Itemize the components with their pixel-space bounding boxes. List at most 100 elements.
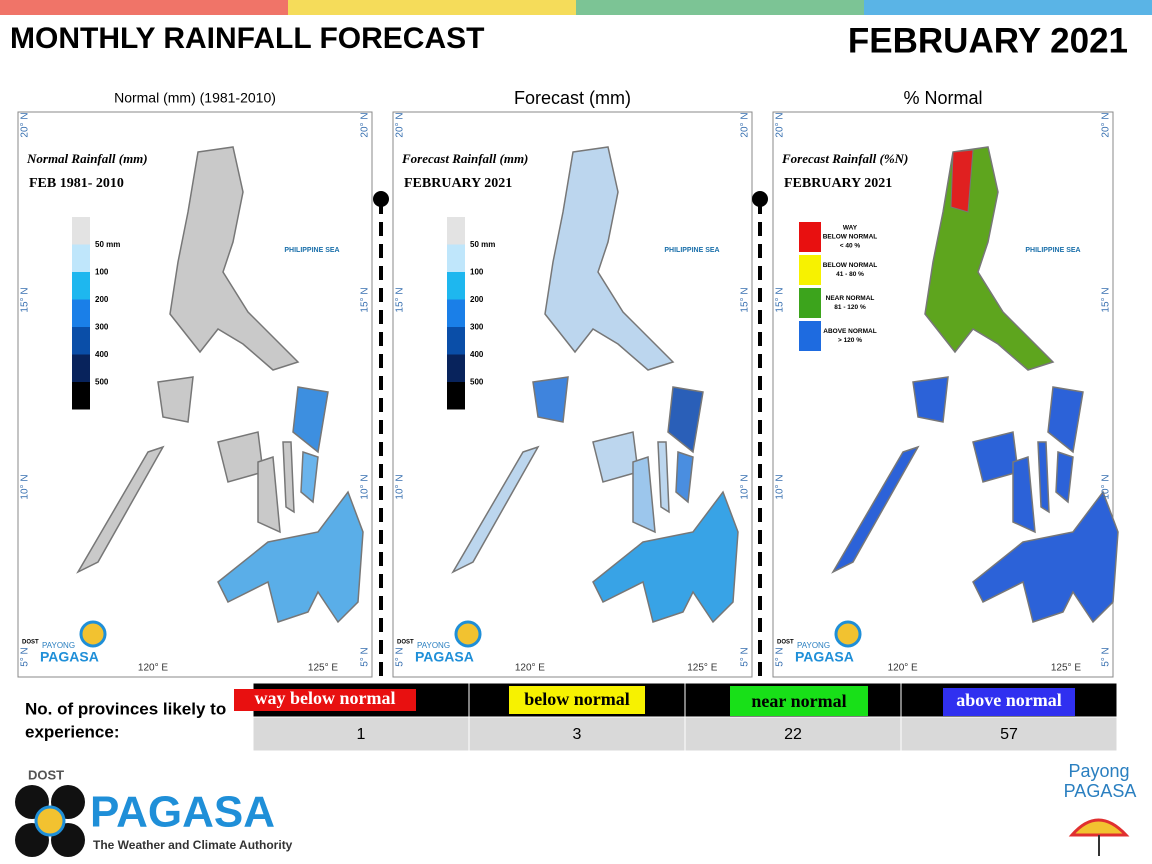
latitude-label: 5° N bbox=[740, 647, 751, 667]
map-panel: Forecast Rainfall (mm) FEBRUARY 2021 PHILI… bbox=[392, 111, 753, 678]
legend-swatch bbox=[799, 255, 821, 285]
longitude-label: 120° E bbox=[888, 663, 918, 674]
longitude-label: 125° E bbox=[1051, 663, 1081, 674]
legend-label: 100 bbox=[95, 268, 109, 277]
table-label: experience: bbox=[25, 722, 120, 741]
island bbox=[544, 146, 675, 371]
legend-label: WAY bbox=[843, 225, 858, 232]
latitude-label: 10° N bbox=[360, 474, 371, 499]
panel-heading: Normal (mm) (1981-2010) bbox=[114, 90, 276, 106]
island bbox=[157, 376, 194, 423]
island bbox=[300, 450, 319, 504]
legend-label: 400 bbox=[470, 350, 484, 359]
count: 57 bbox=[1000, 726, 1018, 743]
legend-swatch bbox=[72, 299, 90, 327]
category-chip bbox=[234, 689, 416, 711]
latitude-label: 5° N bbox=[775, 647, 786, 667]
island bbox=[632, 455, 656, 534]
color-strip bbox=[288, 0, 576, 15]
latitude-label: 5° N bbox=[360, 647, 371, 667]
legend-label: 300 bbox=[470, 323, 484, 332]
footer-pagasa: PAGASA bbox=[90, 788, 275, 837]
count-cell bbox=[468, 716, 686, 752]
legend-swatch bbox=[799, 288, 821, 318]
island bbox=[257, 455, 281, 534]
latitude-label: 15° N bbox=[360, 287, 371, 312]
legend-swatch bbox=[72, 217, 90, 245]
logo-payong: PAYONG bbox=[417, 641, 450, 650]
island bbox=[675, 450, 694, 504]
legend-label: 100 bbox=[470, 268, 484, 277]
legend-label: BELOW NORMAL bbox=[823, 234, 878, 241]
longitude-label: 125° E bbox=[308, 663, 338, 674]
legend-swatch bbox=[72, 382, 90, 410]
count-cell bbox=[684, 716, 902, 752]
footer-tagline: The Weather and Climate Authority bbox=[93, 838, 293, 852]
latitude-label: 10° N bbox=[740, 474, 751, 499]
latitude-label: 20° N bbox=[395, 112, 406, 137]
island bbox=[1055, 450, 1074, 504]
map-title: Forecast Rainfall (%N) bbox=[781, 151, 908, 166]
latitude-label: 5° N bbox=[395, 647, 406, 667]
count: 22 bbox=[784, 726, 802, 743]
island bbox=[217, 490, 364, 624]
umbrella bbox=[79, 620, 107, 648]
latitude-label: 20° N bbox=[1101, 112, 1112, 137]
legend-label: 200 bbox=[470, 295, 484, 304]
latitude-label: 10° N bbox=[775, 474, 786, 499]
footer-dost: DOST bbox=[28, 767, 64, 782]
map-panel: Normal Rainfall (mm) FEB 1981- 2010 PHILIP… bbox=[17, 111, 373, 678]
latitude-label: 10° N bbox=[395, 474, 406, 499]
map-subtitle: FEBRUARY 2021 bbox=[784, 176, 892, 191]
count: 1 bbox=[357, 726, 366, 743]
legend-label: 81 - 120 % bbox=[834, 304, 866, 311]
footer-payong-pagasa: PAGASA bbox=[1064, 781, 1137, 801]
longitude-label: 125° E bbox=[687, 663, 717, 674]
legend-label: 400 bbox=[95, 350, 109, 359]
legend-label: 200 bbox=[95, 295, 109, 304]
sea-label: PHILIPPINE SEA bbox=[1025, 247, 1080, 254]
count: 3 bbox=[573, 726, 582, 743]
logo-payong: PAYONG bbox=[797, 641, 830, 650]
logo-pagasa: PAGASA bbox=[415, 649, 474, 665]
latitude-label: 15° N bbox=[775, 287, 786, 312]
legend-swatch bbox=[799, 222, 821, 252]
table-label: No. of provinces likely to bbox=[25, 699, 226, 718]
island bbox=[282, 441, 295, 514]
legend-swatch bbox=[447, 327, 465, 355]
sea-label: PHILIPPINE SEA bbox=[284, 247, 339, 254]
latitude-label: 5° N bbox=[1101, 647, 1112, 667]
logo-pagasa: PAGASA bbox=[40, 649, 99, 665]
logo-dost: DOST bbox=[22, 640, 39, 646]
panel-heading: % Normal bbox=[903, 88, 982, 108]
map-panel: Forecast Rainfall (%N) FEBRUARY 2021 PHILI… bbox=[772, 111, 1119, 678]
logo-center bbox=[34, 805, 66, 837]
legend-swatch bbox=[447, 382, 465, 410]
legend-swatch bbox=[447, 354, 465, 382]
latitude-label: 10° N bbox=[1101, 474, 1112, 499]
island-red bbox=[950, 149, 974, 213]
legend-swatch bbox=[72, 272, 90, 300]
legend-label: 500 bbox=[470, 378, 484, 387]
logo-pagasa: PAGASA bbox=[795, 649, 854, 665]
divider-dot bbox=[752, 191, 768, 207]
legend-label: 41 - 80 % bbox=[836, 271, 864, 278]
island bbox=[657, 441, 670, 514]
island bbox=[972, 490, 1119, 624]
category-label: above normal bbox=[956, 690, 1062, 710]
footer-payong: Payong bbox=[1068, 761, 1129, 781]
category-chip bbox=[509, 686, 645, 714]
map-subtitle: FEB 1981- 2010 bbox=[29, 176, 124, 191]
island bbox=[912, 376, 949, 423]
latitude-label: 20° N bbox=[740, 112, 751, 137]
divider-dot bbox=[373, 191, 389, 207]
logo-dost: DOST bbox=[397, 640, 414, 646]
category-chip bbox=[730, 686, 868, 716]
map-subtitle: FEBRUARY 2021 bbox=[404, 176, 512, 191]
date: FEBRUARY 2021 bbox=[848, 21, 1128, 60]
legend-label: 500 bbox=[95, 378, 109, 387]
legend-label: 50 mm bbox=[95, 240, 120, 249]
island bbox=[1047, 386, 1084, 454]
